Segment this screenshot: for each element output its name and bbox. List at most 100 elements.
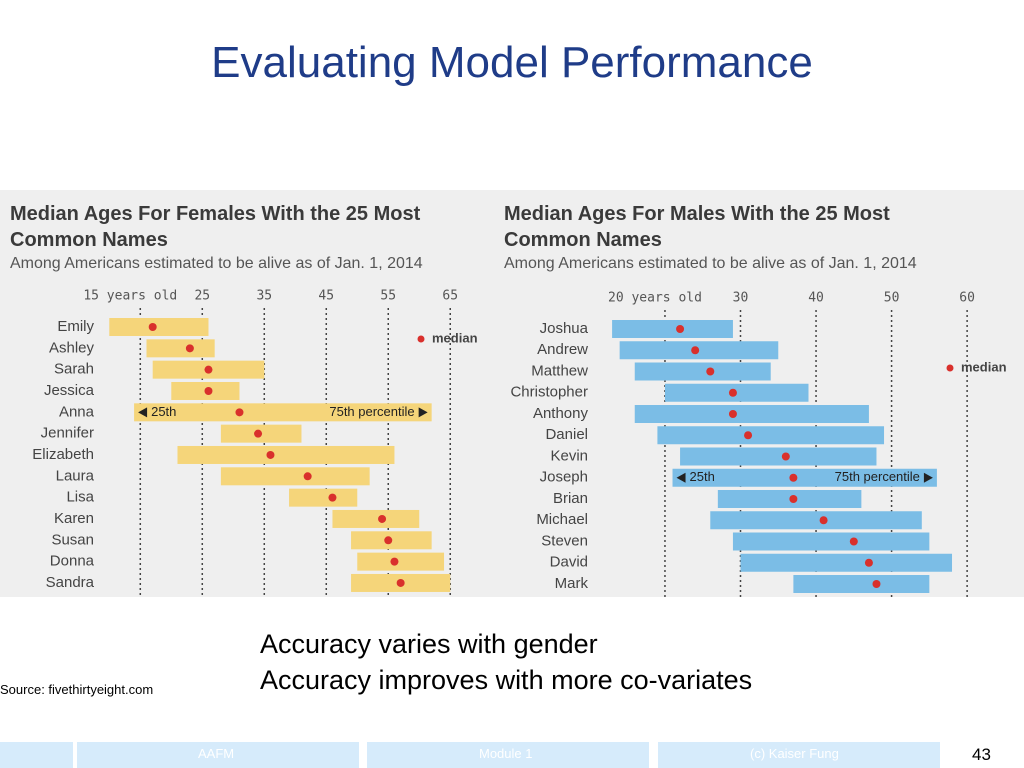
median-dot (204, 365, 213, 374)
median-dot (728, 388, 737, 397)
median-dot (384, 536, 393, 545)
median-dot (789, 473, 798, 482)
y-tick-label: Daniel (545, 426, 588, 443)
median-dot (781, 452, 790, 461)
median-dot (728, 410, 737, 418)
range-bar (146, 339, 215, 358)
footer-text: (c) Kaiser Fung (750, 746, 839, 761)
chart: 15 years old 25 35 45 55 65 Emily Ashley Sarah Je… (32, 289, 1007, 597)
range-bar (332, 509, 420, 528)
range-bar (672, 468, 937, 487)
y-tick-label: Jessica (44, 382, 95, 399)
x-tick-label: 55 (380, 289, 396, 304)
y-tick-label: Anthony (533, 405, 589, 422)
x-tick-label: 40 (808, 291, 824, 306)
arrow-right (923, 472, 933, 483)
range-bar (634, 405, 869, 423)
range-bar (177, 445, 395, 464)
y-tick-label: Christopher (510, 384, 588, 401)
range-bar (732, 532, 930, 551)
chart-subtitle: Among Americans estimated to be alive as… (504, 255, 917, 272)
median-dot (148, 323, 157, 331)
x-tick-label: 30 (733, 291, 749, 306)
median-dot (744, 431, 753, 440)
range-bar (657, 426, 885, 445)
median-dot (303, 472, 312, 481)
median-dot (254, 429, 263, 438)
y-tick-label: Sarah (54, 361, 94, 378)
median-dot (390, 557, 399, 566)
footer-text: Module 1 (479, 746, 533, 761)
y-tick-label: Laura (56, 467, 95, 484)
source: Source: fivethirtyeight.com (0, 682, 154, 697)
x-tick-label: 45 (318, 289, 334, 304)
y-tick-label: Matthew (531, 362, 588, 379)
range-bar (134, 403, 432, 422)
y-tick-label: Susan (51, 531, 94, 548)
range-bar (710, 511, 922, 530)
y-tick-label: Michael (536, 511, 588, 528)
x-tick-label: 35 (256, 289, 272, 304)
median-dot (849, 537, 858, 546)
range-bar (740, 553, 953, 572)
footer-box (658, 742, 940, 768)
y-tick-label: Lisa (66, 489, 94, 506)
y-tick-label: Ashley (49, 339, 95, 356)
y-tick-label: Sandra (46, 574, 95, 591)
legend-label: median (432, 330, 478, 345)
median-dot (706, 367, 715, 376)
median-dot (396, 578, 405, 587)
median-dot (185, 344, 194, 353)
median-dot (378, 514, 387, 523)
footer-box (0, 742, 73, 768)
range-bar (109, 318, 209, 336)
legend-label: median (961, 359, 1007, 374)
y-tick-label: Brian (553, 490, 588, 507)
range-bar (793, 575, 930, 593)
y-tick-label: Andrew (537, 341, 588, 358)
range-bar (634, 362, 771, 381)
median-dot (266, 450, 275, 459)
x-tick-label: 15 years old (83, 289, 177, 304)
y-tick-label: Joshua (540, 320, 589, 337)
range-bar (680, 447, 877, 466)
annotation: 25th (690, 469, 715, 484)
annotation: 25th (151, 404, 176, 419)
range-bar (289, 488, 358, 507)
chart-title: Median Ages For Females With the 25 Most… (10, 203, 421, 251)
x-tick-label: 25 (194, 289, 210, 304)
arrow-right (418, 407, 428, 418)
legend-dot (946, 364, 954, 372)
median-dot (872, 580, 881, 588)
arrow-left (676, 472, 686, 483)
legend-dot (417, 335, 425, 343)
range-bar (612, 320, 733, 338)
chart-area: 15 years old 25 35 45 55 65 Emily Ashley Sarah Je… (0, 190, 1024, 597)
median-dot (328, 493, 337, 502)
y-tick-label: Kevin (550, 447, 588, 464)
x-tick-label: 20 years old (608, 291, 702, 306)
median-dot (204, 386, 213, 395)
median-dot (864, 558, 873, 567)
bullet: Accuracy improves with more co-variates (260, 665, 753, 695)
median-dot (691, 346, 700, 355)
y-tick-label: Steven (541, 532, 588, 549)
slide-title: Evaluating Model Performance (211, 38, 813, 87)
y-tick-label: David (550, 554, 588, 571)
y-tick-label: Elizabeth (32, 446, 94, 463)
y-tick-label: Mark (555, 575, 589, 592)
arrow-left (138, 407, 148, 418)
y-tick-label: Jennifer (41, 425, 94, 442)
range-bar (220, 467, 370, 486)
median-dot (789, 495, 798, 503)
y-tick-label: Donna (50, 553, 95, 570)
x-tick-label: 60 (959, 291, 975, 306)
page-number: 43 (972, 745, 991, 764)
chart-subtitle: Among Americans estimated to be alive as… (10, 255, 423, 272)
chart-title: Median Ages For Males With the 25 Most C… (504, 203, 890, 251)
y-tick-label: Karen (54, 510, 94, 527)
median-dot (819, 516, 828, 525)
y-tick-label: Anna (59, 403, 95, 420)
x-tick-label: 50 (884, 291, 900, 306)
